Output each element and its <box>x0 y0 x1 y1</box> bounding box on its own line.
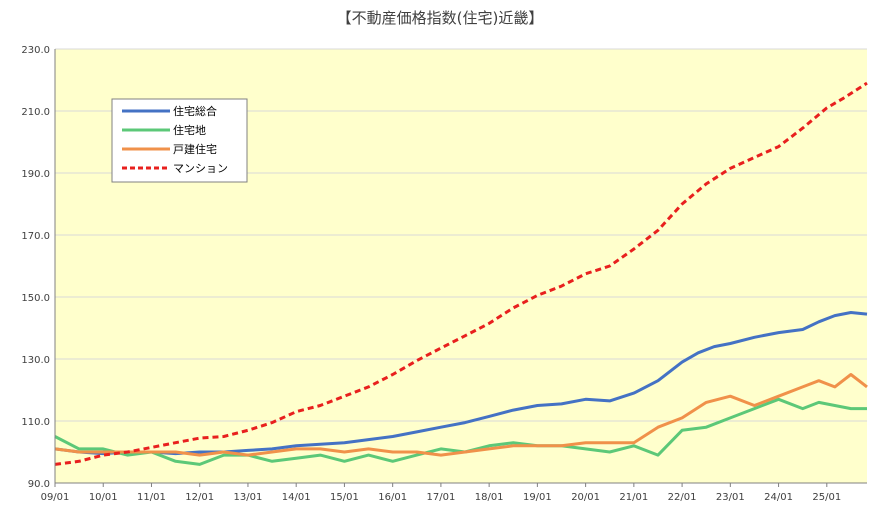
x-tick-label: 20/01 <box>571 492 600 503</box>
x-tick-label: 10/01 <box>89 492 118 503</box>
x-tick-label: 21/01 <box>619 492 648 503</box>
x-tick-label: 14/01 <box>282 492 311 503</box>
legend-label-mansion: マンション <box>173 162 228 175</box>
y-tick-label: 150.0 <box>21 293 50 304</box>
y-tick-label: 130.0 <box>21 355 50 366</box>
y-tick-label: 90.0 <box>28 479 50 490</box>
x-tick-label: 09/01 <box>41 492 70 503</box>
x-tick-label: 22/01 <box>668 492 697 503</box>
x-tick-label: 23/01 <box>716 492 745 503</box>
y-tick-label: 210.0 <box>21 107 50 118</box>
x-axis-ticks: 09/01 10/01 11/01 12/01 13/01 14/01 15/01 16/01… <box>41 483 841 503</box>
x-tick-label: 18/01 <box>475 492 504 503</box>
x-tick-label: 12/01 <box>185 492 214 503</box>
series-line-kodate <box>54 373 868 457</box>
series-line-mansion <box>54 81 868 466</box>
x-tick-label: 15/01 <box>330 492 359 503</box>
legend: 住宅総合 住宅地 戸建住宅 マンション <box>111 98 248 183</box>
legend-label-kodate: 戸建住宅 <box>173 142 217 156</box>
x-tick-label: 17/01 <box>426 492 455 503</box>
series-lines <box>54 81 868 466</box>
series-line-jutakuchi <box>54 397 867 466</box>
x-tick-label: 13/01 <box>234 492 263 503</box>
legend-label-jutakuchi: 住宅地 <box>173 123 206 137</box>
y-tick-label: 170.0 <box>21 231 50 242</box>
chart-title: 【不動産価格指数(住宅)近畿】 <box>337 9 544 27</box>
x-tick-label: 25/01 <box>812 492 841 503</box>
y-tick-label: 110.0 <box>21 417 50 428</box>
y-tick-label: 190.0 <box>21 169 50 180</box>
x-tick-label: 24/01 <box>764 492 793 503</box>
x-tick-label: 19/01 <box>523 492 552 503</box>
x-tick-label: 11/01 <box>137 492 166 503</box>
series-line-jutaku-sogo <box>54 311 868 456</box>
y-tick-label: 230.0 <box>21 45 50 56</box>
x-tick-label: 16/01 <box>378 492 407 503</box>
legend-label-jutaku-sogo: 住宅総合 <box>173 104 217 118</box>
y-axis-ticks: 90.0 110.0 130.0 150.0 170.0 190.0 210.0 230.0 <box>21 45 50 490</box>
